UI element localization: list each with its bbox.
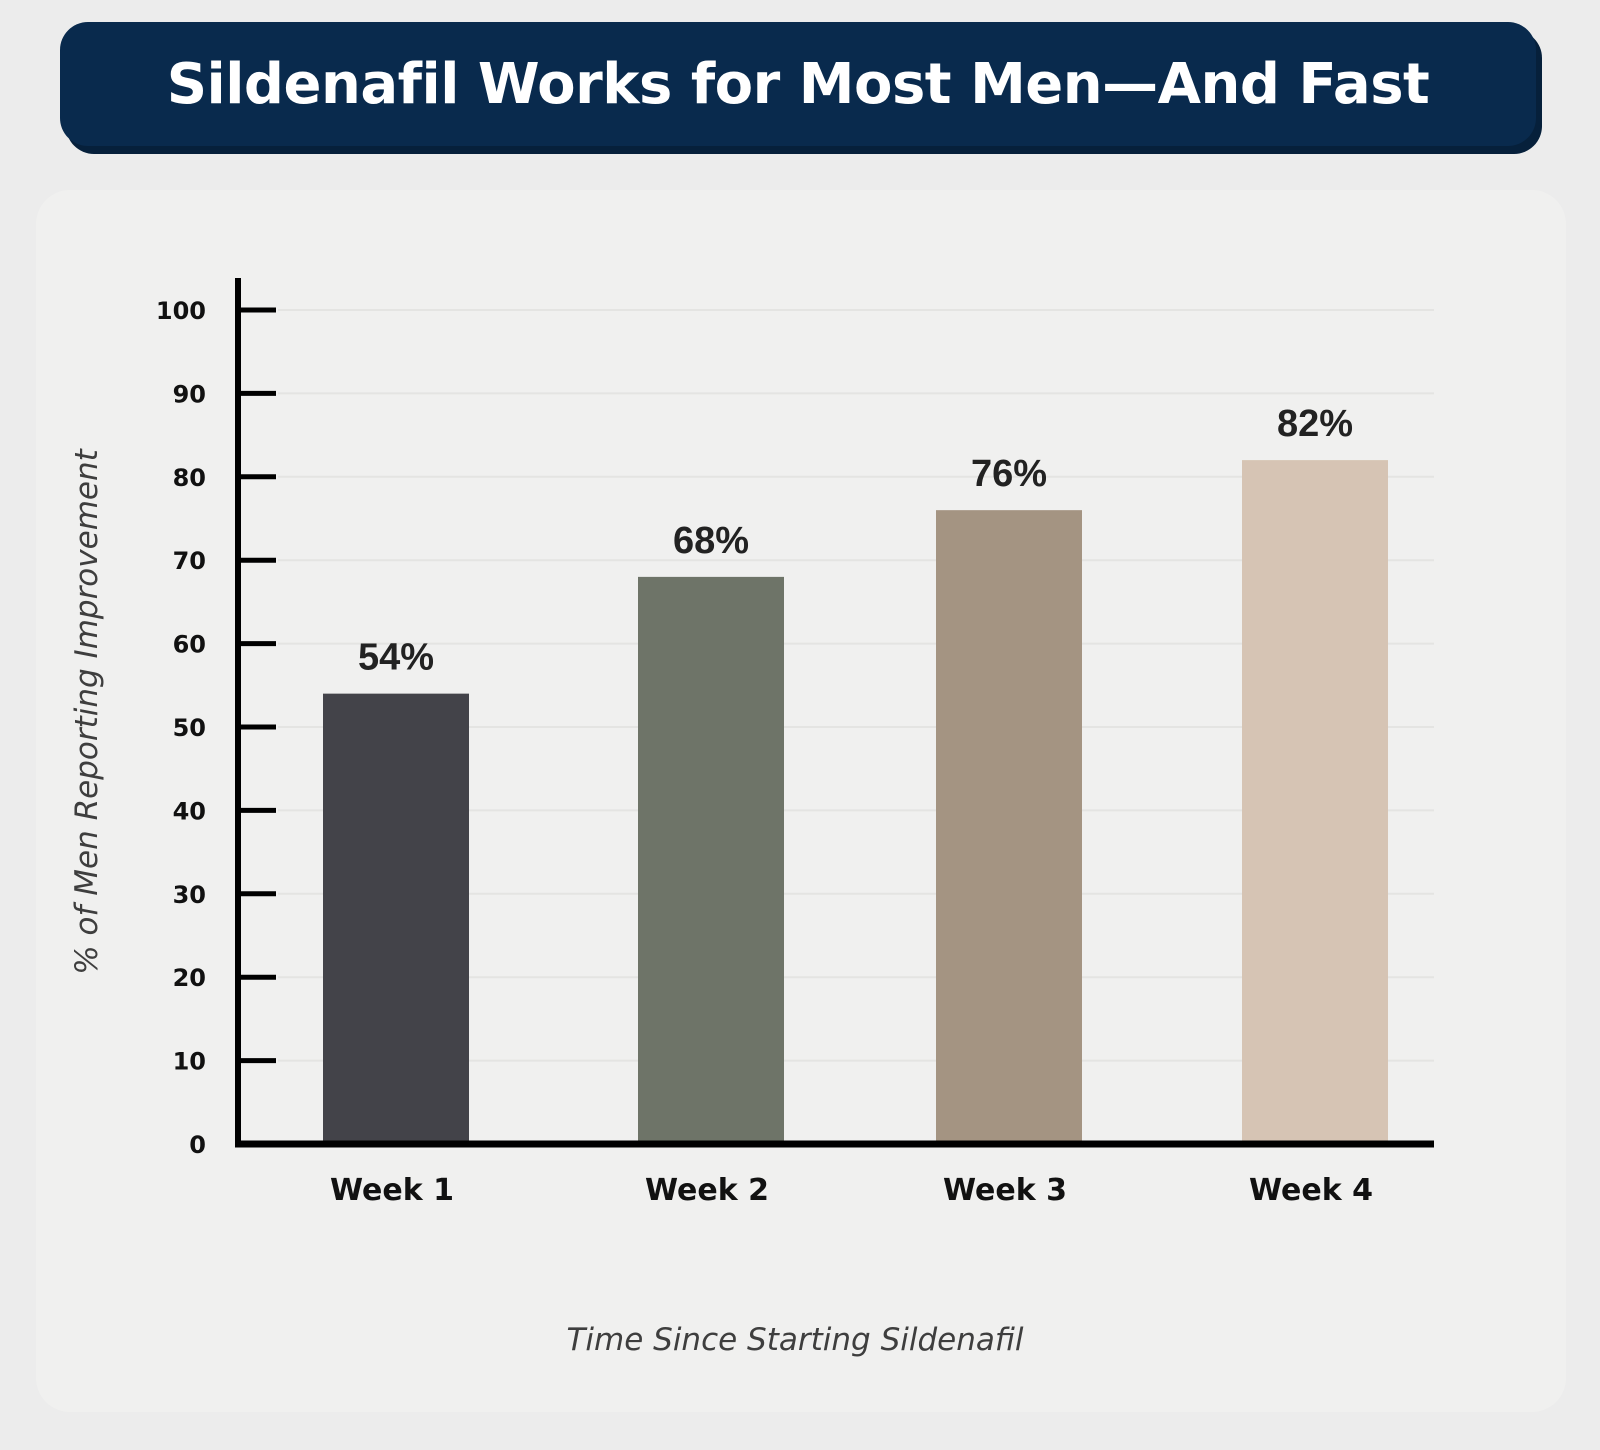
value-label: 68%: [673, 520, 749, 562]
y-ticks: 0 10 20 30 40 50 60 70 80 90 100: [156, 297, 276, 1159]
y-tick-label: 80: [173, 464, 206, 492]
y-tick-label: 100: [156, 297, 206, 325]
y-tick-label: 20: [173, 964, 206, 992]
labels: 54% Week 1 68% Week 2 76% Week 3 82% Week 4: [330, 403, 1373, 1208]
y-tick-label: 60: [173, 631, 206, 659]
category-label: Week 2: [645, 1173, 769, 1208]
y-tick-label: 50: [173, 714, 206, 742]
y-tick-label: 90: [173, 380, 206, 408]
axes: [235, 278, 1434, 1148]
value-label: 76%: [971, 453, 1047, 495]
y-axis-title: % of Men Reporting Improvement: [69, 447, 105, 974]
bars: [323, 460, 1388, 1144]
category-label: Week 1: [330, 1173, 454, 1208]
y-tick-label: 70: [173, 547, 206, 575]
x-axis-title: Time Since Starting Sildenafil: [566, 1322, 1023, 1358]
value-label: 82%: [1277, 403, 1353, 445]
y-tick-label: 30: [173, 881, 206, 909]
y-tick-label: 10: [173, 1048, 206, 1076]
y-tick-label: 0: [189, 1131, 206, 1159]
bar: [638, 576, 784, 1144]
bar: [1242, 460, 1388, 1144]
chart-title: Sildenafil Works for Most Men—And Fast: [166, 51, 1430, 117]
gridlines: [278, 309, 1434, 1062]
bar: [936, 510, 1082, 1144]
title-banner: Sildenafil Works for Most Men—And Fast: [60, 22, 1536, 146]
category-label: Week 4: [1249, 1173, 1373, 1208]
value-label: 54%: [358, 637, 434, 679]
y-tick-label: 40: [173, 797, 206, 825]
category-label: Week 3: [943, 1173, 1067, 1208]
bar: [323, 693, 469, 1144]
